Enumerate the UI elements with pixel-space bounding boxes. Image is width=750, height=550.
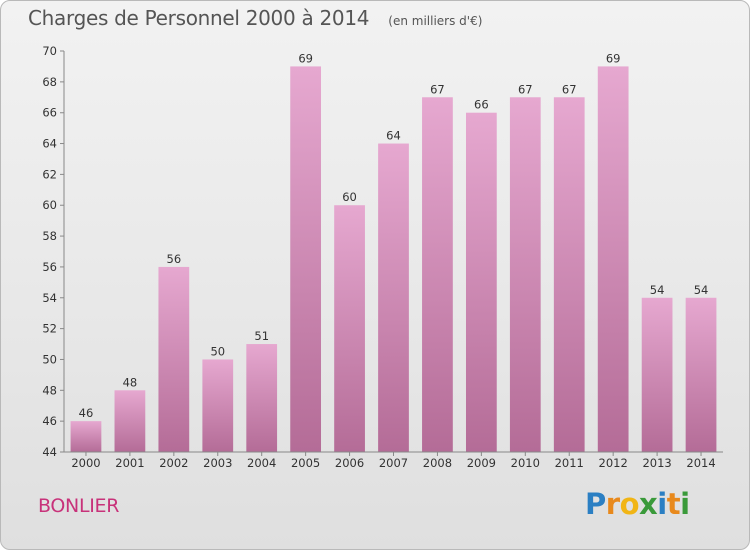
bar <box>553 97 585 453</box>
y-tick-label: 48 <box>42 383 57 397</box>
value-labels: 46 48 56 50 51 69 60 64 67 66 67 67 69 54 54 <box>79 51 709 420</box>
y-tick-label: 64 <box>42 137 57 151</box>
y-tick-label: 54 <box>42 291 57 305</box>
bar <box>465 112 497 452</box>
y-tick-label: 60 <box>42 198 57 212</box>
logo-letter: x <box>639 487 658 521</box>
place-name: BONLIER <box>38 495 120 517</box>
bar <box>597 66 629 452</box>
x-tick-label: 2007 <box>379 456 408 470</box>
y-tick-label: 44 <box>42 445 57 459</box>
x-tick-label: 2006 <box>335 456 364 470</box>
x-tick-label: 2013 <box>642 456 671 470</box>
bar <box>641 297 673 452</box>
bar <box>422 97 453 453</box>
y-tick-label: 56 <box>42 260 57 274</box>
data-label: 54 <box>650 283 665 297</box>
data-label: 69 <box>606 51 621 65</box>
y-axis: 44 46 48 50 52 54 56 58 60 62 64 66 68 70 <box>42 44 65 459</box>
x-tick-label: 2000 <box>71 456 100 470</box>
logo-letter: r <box>605 487 620 521</box>
bars <box>70 66 717 453</box>
x-tick-label: 2011 <box>555 456 584 470</box>
logo-letter: P <box>585 487 606 521</box>
bar <box>685 297 717 452</box>
bar <box>378 143 409 453</box>
logo-letter: o <box>619 487 640 521</box>
bar <box>290 66 322 452</box>
x-tick-label: 2001 <box>115 456 144 470</box>
y-tick-label: 70 <box>42 44 57 58</box>
data-label: 69 <box>298 51 313 65</box>
proxiti-logo[interactable]: Proxiti <box>585 487 690 521</box>
data-label: 46 <box>79 406 94 420</box>
bar <box>202 359 234 452</box>
y-tick-label: 50 <box>42 352 57 366</box>
x-tick-label: 2009 <box>467 456 496 470</box>
y-tick-label: 58 <box>42 229 57 243</box>
chart-title: Charges de Personnel 2000 à 2014 <box>28 6 370 30</box>
data-label: 56 <box>167 252 182 266</box>
x-tick-label: 2014 <box>686 456 715 470</box>
chart-header: Charges de Personnel 2000 à 2014 (en mil… <box>28 6 482 30</box>
logo-letter: i <box>657 487 667 521</box>
data-label: 48 <box>123 375 138 389</box>
y-tick-label: 52 <box>42 322 57 336</box>
y-tick-label: 46 <box>42 414 57 428</box>
x-axis: 2000 2001 2002 2003 2004 2005 2006 2007 2008 2009… <box>64 451 723 470</box>
chart-subtitle: (en milliers d'€) <box>388 14 483 28</box>
data-label: 50 <box>210 344 225 358</box>
data-label: 66 <box>474 98 489 112</box>
data-label: 67 <box>430 82 445 96</box>
y-tick-label: 68 <box>42 75 57 89</box>
data-label: 54 <box>694 283 709 297</box>
x-tick-label: 2012 <box>599 456 628 470</box>
bar <box>509 97 541 453</box>
x-tick-label: 2002 <box>159 456 188 470</box>
bar <box>114 390 146 452</box>
bar <box>70 421 102 452</box>
data-label: 64 <box>386 129 401 143</box>
data-label: 67 <box>562 82 577 96</box>
x-tick-label: 2005 <box>291 456 320 470</box>
data-label: 51 <box>254 329 269 343</box>
x-tick-label: 2004 <box>247 456 276 470</box>
logo-letter: t <box>666 487 681 521</box>
y-tick-label: 62 <box>42 167 57 181</box>
x-tick-label: 2008 <box>423 456 452 470</box>
data-label: 60 <box>342 190 357 204</box>
bar <box>334 205 365 452</box>
x-tick-label: 2010 <box>511 456 540 470</box>
bar <box>158 266 190 452</box>
logo-letter: i <box>680 487 690 521</box>
data-label: 67 <box>518 82 533 96</box>
y-tick-label: 66 <box>42 106 57 120</box>
bar <box>246 344 278 452</box>
x-tick-label: 2003 <box>203 456 232 470</box>
